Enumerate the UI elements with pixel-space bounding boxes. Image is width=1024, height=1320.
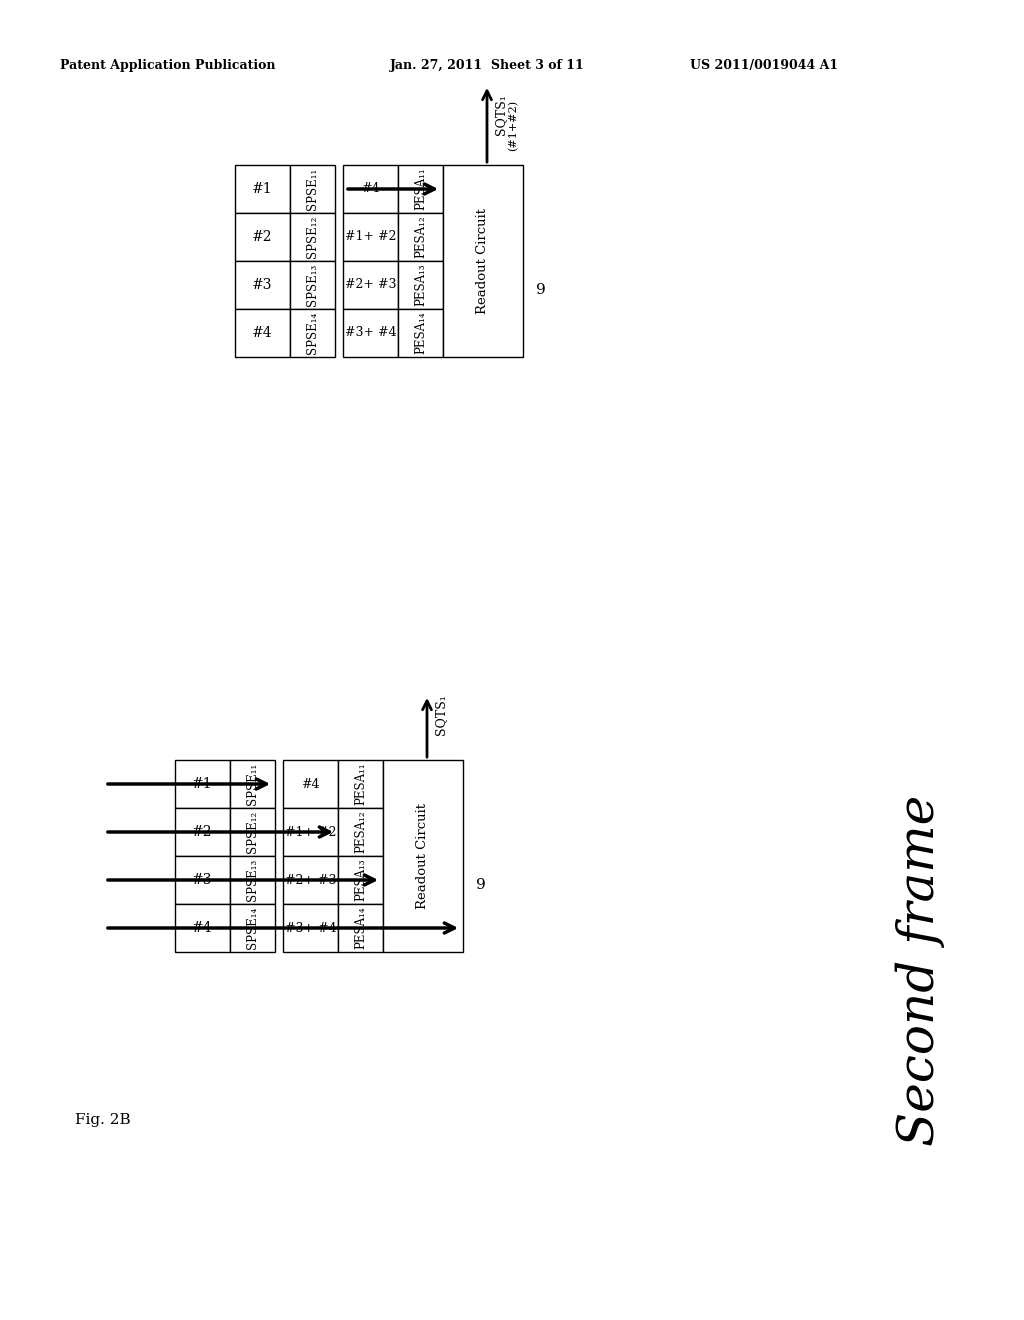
Text: SQTS₁: SQTS₁: [495, 95, 508, 136]
Bar: [343, 309, 398, 356]
Text: #3: #3: [252, 279, 272, 292]
Bar: [234, 309, 290, 356]
Text: Fig. 2B: Fig. 2B: [75, 1113, 131, 1127]
Text: SPSE₁₃: SPSE₁₃: [306, 264, 319, 306]
Bar: [283, 808, 338, 855]
Bar: [283, 760, 338, 808]
Text: PESA₁₄: PESA₁₄: [354, 907, 367, 949]
Text: Patent Application Publication: Patent Application Publication: [60, 58, 275, 71]
Text: Second frame: Second frame: [895, 795, 945, 1146]
Text: SPSE₁₂: SPSE₁₂: [246, 810, 259, 853]
Text: #3+ #4: #3+ #4: [345, 326, 396, 339]
Bar: [338, 855, 383, 904]
Text: #3+ #4: #3+ #4: [285, 921, 336, 935]
Bar: [343, 213, 398, 261]
Text: 9: 9: [537, 282, 546, 297]
Bar: [398, 165, 443, 213]
Bar: [338, 808, 383, 855]
Bar: [175, 808, 230, 855]
Bar: [234, 213, 290, 261]
Bar: [290, 165, 335, 213]
Text: #2: #2: [193, 825, 213, 840]
Text: SPSE₁₁: SPSE₁₁: [306, 168, 319, 210]
Text: SQTS₁: SQTS₁: [434, 694, 447, 735]
Bar: [290, 261, 335, 309]
Bar: [230, 855, 275, 904]
Bar: [230, 904, 275, 952]
Bar: [338, 760, 383, 808]
Text: Readout Circuit: Readout Circuit: [417, 803, 429, 909]
Text: Readout Circuit: Readout Circuit: [476, 209, 489, 314]
Text: #4: #4: [361, 182, 380, 195]
Bar: [343, 165, 398, 213]
Bar: [283, 904, 338, 952]
Text: PESA₁₃: PESA₁₃: [414, 264, 427, 306]
Text: (#1+#2): (#1+#2): [508, 99, 518, 150]
Text: SPSE₁₁: SPSE₁₁: [246, 763, 259, 805]
Bar: [398, 309, 443, 356]
Text: 9: 9: [476, 878, 485, 892]
Text: #2: #2: [252, 230, 272, 244]
Text: PESA₁₂: PESA₁₂: [414, 215, 427, 259]
Bar: [343, 261, 398, 309]
Text: #1: #1: [193, 777, 213, 791]
Text: PESA₁₁: PESA₁₁: [414, 168, 427, 210]
Text: US 2011/0019044 A1: US 2011/0019044 A1: [690, 58, 838, 71]
Bar: [230, 808, 275, 855]
Bar: [383, 760, 463, 952]
Text: PESA₁₁: PESA₁₁: [354, 763, 367, 805]
Text: SPSE₁₂: SPSE₁₂: [306, 216, 319, 259]
Text: #4: #4: [301, 777, 319, 791]
Bar: [290, 309, 335, 356]
Text: #2+ #3: #2+ #3: [285, 874, 336, 887]
Text: #1+ #2: #1+ #2: [345, 231, 396, 243]
Bar: [230, 760, 275, 808]
Text: SPSE₁₄: SPSE₁₄: [246, 907, 259, 949]
Text: #4: #4: [193, 921, 213, 935]
Text: SPSE₁₃: SPSE₁₃: [246, 859, 259, 902]
Text: PESA₁₄: PESA₁₄: [414, 312, 427, 354]
Bar: [398, 261, 443, 309]
Text: #1: #1: [252, 182, 272, 195]
Text: Jan. 27, 2011  Sheet 3 of 11: Jan. 27, 2011 Sheet 3 of 11: [390, 58, 585, 71]
Bar: [290, 213, 335, 261]
Text: #4: #4: [252, 326, 272, 341]
Bar: [338, 904, 383, 952]
Text: #1+ #2: #1+ #2: [285, 825, 336, 838]
Bar: [175, 760, 230, 808]
Bar: [234, 165, 290, 213]
Bar: [398, 213, 443, 261]
Bar: [443, 165, 523, 356]
Text: SPSE₁₄: SPSE₁₄: [306, 312, 319, 354]
Text: PESA₁₂: PESA₁₂: [354, 810, 367, 853]
Text: PESA₁₃: PESA₁₃: [354, 859, 367, 902]
Bar: [234, 261, 290, 309]
Bar: [175, 855, 230, 904]
Text: #3: #3: [193, 873, 213, 887]
Text: #2+ #3: #2+ #3: [345, 279, 396, 292]
Bar: [175, 904, 230, 952]
Bar: [283, 855, 338, 904]
